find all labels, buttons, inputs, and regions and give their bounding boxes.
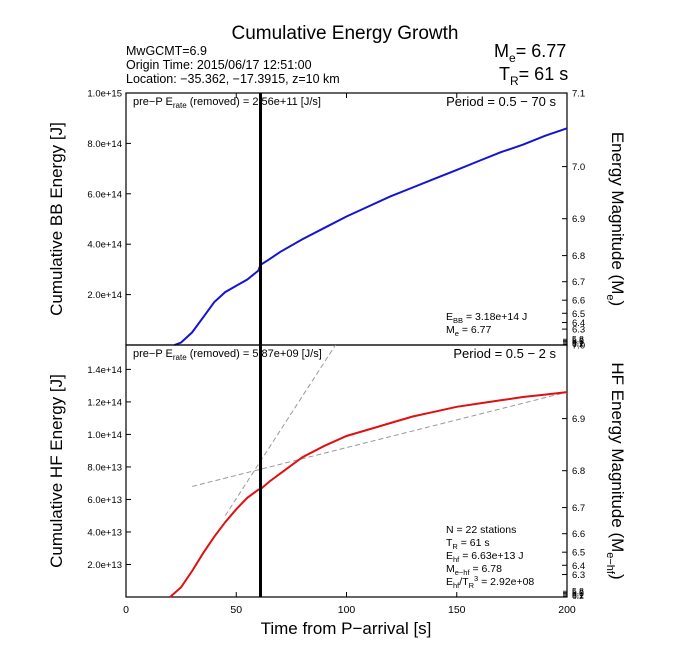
hf-fit-line-shallow [192, 391, 568, 487]
hf-y2-axis-label: HF Energy Magnitude (Me−hf) [604, 362, 627, 579]
event-location: Location: −35.362, −17.3915, z=10 km [126, 72, 340, 86]
hf-period-text: Period = 0.5 − 2 s [453, 346, 556, 361]
hf-y2-tick-label: 6.9 [572, 414, 585, 425]
hf-y-tick-label: 2.0e+13 [87, 560, 122, 571]
hf-y2-tick-label: 6.8 [572, 466, 585, 477]
hf-mehf-annotation: Me−hf = 6.78 [446, 563, 502, 577]
bb-y2-tick-label: 6.3 [572, 325, 585, 336]
figure-title: Cumulative Energy Growth [231, 23, 458, 44]
hf-y-tick-label: 1.4e+14 [87, 365, 122, 376]
hf-y2-minor-tick-label: 6.1 [572, 590, 584, 600]
hf-y2-ticks: 6.36.46.56.66.76.86.97.05.85.96.06.16.2 [562, 341, 585, 601]
bb-ebb-annotation: EBB = 3.18e+14 J [446, 311, 527, 325]
bb-y2-axis-label: Energy Magnitude (Me) [604, 132, 627, 306]
hf-y2-minor-tick-label: 5.9 [572, 587, 584, 597]
bb-y-tick-label: 4.0e+14 [87, 240, 122, 251]
hf-y2-tick-label: 6.4 [572, 561, 585, 572]
bb-y2-minor-tick-label: 6.1 [572, 338, 584, 348]
event-origin-time: Origin Time: 2015/06/17 12:51:00 [126, 58, 312, 72]
bb-y2-tick-label: 6.6 [572, 296, 585, 307]
hf-station-count: N = 22 stations [446, 524, 516, 536]
hf-tr-annotation: TR = 61 s [446, 537, 490, 551]
hf-y2-minor-tick-label: 5.8 [572, 586, 584, 596]
x-tick-label: 50 [230, 604, 242, 616]
bb-y-tick-label: 2.0e+14 [87, 290, 122, 301]
hf-energy-line [169, 391, 568, 598]
header-me: Me= 6.77 [494, 41, 566, 65]
hf-y-ticks: 2.0e+13 4.0e+13 6.0e+13 8.0e+13 1.0e+14 1.2e+… [87, 365, 131, 571]
bb-y2-tick-label: 6.4 [572, 318, 585, 329]
bb-y2-minor-tick-label: 5.9 [572, 335, 584, 345]
hf-y2-tick-label: 6.5 [572, 548, 585, 559]
hf-ehf-annotation: Ehf = 6.63e+13 J [446, 550, 524, 564]
hf-y2-minor-tick-label: 6.0 [572, 589, 584, 599]
bb-y-ticks: 2.0e+14 4.0e+14 6.0e+14 8.0e+14 1.0e+15 [87, 89, 131, 301]
hf-fit-line-steep [224, 344, 336, 516]
bb-energy-line [174, 127, 568, 346]
bb-y-tick-label: 1.0e+15 [87, 89, 122, 100]
hf-energy-panel: 2.0e+13 4.0e+13 6.0e+13 8.0e+13 1.0e+14 1.2e+… [47, 93, 627, 638]
hf-y-tick-label: 8.0e+13 [87, 462, 122, 473]
hf-y-axis-label: Cumulative HF Energy [J] [47, 374, 66, 568]
bb-y2-minor-tick-label: 6.2 [572, 339, 584, 349]
hf-y-tick-label: 6.0e+13 [87, 495, 122, 506]
hf-prep-rate-text: pre−P Erate (removed) = 5.87e+09 [J/s] [133, 348, 322, 362]
hf-ratio-annotation: Ehf/TR3 = 2.92e+08 [446, 574, 534, 590]
event-magnitude: MwGCMT=6.9 [126, 44, 207, 58]
hf-y2-tick-label: 6.3 [572, 570, 585, 581]
hf-y2-tick-label: 6.6 [572, 529, 585, 540]
bb-y2-minor-tick-label: 6.0 [572, 337, 584, 347]
bb-y2-tick-label: 6.5 [572, 309, 585, 320]
x-tick-label: 150 [448, 604, 466, 616]
hf-x-ticks: 0 50 100 150 200 [123, 93, 576, 616]
bb-y2-tick-label: 6.8 [572, 251, 585, 262]
bb-y2-tick-label: 6.7 [572, 277, 585, 288]
bb-plot-frame [125, 92, 568, 346]
bb-prep-rate-text: pre−P Erate (removed) = 2.56e+11 [J/s] [133, 96, 321, 110]
bb-y2-tick-label: 7.1 [572, 89, 585, 100]
bb-y-tick-label: 6.0e+14 [87, 189, 122, 200]
bb-y2-ticks: 6.36.46.5 6.6 6.7 6.8 6.9 7.0 7.1 5.85.96.06.16… [562, 89, 585, 349]
hf-y2-minor-tick-label: 6.2 [572, 591, 584, 601]
bb-y2-minor-tick-label: 5.8 [572, 334, 584, 344]
bb-y2-tick-label: 7.0 [572, 162, 585, 173]
hf-y-tick-label: 1.0e+14 [87, 430, 122, 441]
bb-y2-tick-label: 6.9 [572, 214, 585, 225]
bb-y-tick-label: 8.0e+14 [87, 139, 122, 150]
x-tick-label: 0 [123, 604, 129, 616]
hf-y2-tick-label: 7.0 [572, 341, 585, 352]
hf-y-tick-label: 4.0e+13 [87, 527, 122, 538]
x-tick-label: 100 [338, 604, 356, 616]
hf-y-tick-label: 1.2e+14 [87, 397, 122, 408]
header-tr: TR= 61 s [499, 64, 568, 88]
hf-y2-tick-label: 6.7 [572, 503, 585, 514]
bb-y-axis-label: Cumulative BB Energy [J] [47, 122, 66, 316]
x-axis-label: Time from P−arrival [s] [261, 619, 432, 638]
bb-me-annotation: Me = 6.77 [446, 324, 491, 338]
bb-energy-panel: 2.0e+144.0e+146.0e+148.0e+141.0e+15 6.36… [47, 89, 627, 350]
bb-period-text: Period = 0.5 − 70 s [446, 94, 556, 109]
x-tick-label: 200 [558, 604, 576, 616]
